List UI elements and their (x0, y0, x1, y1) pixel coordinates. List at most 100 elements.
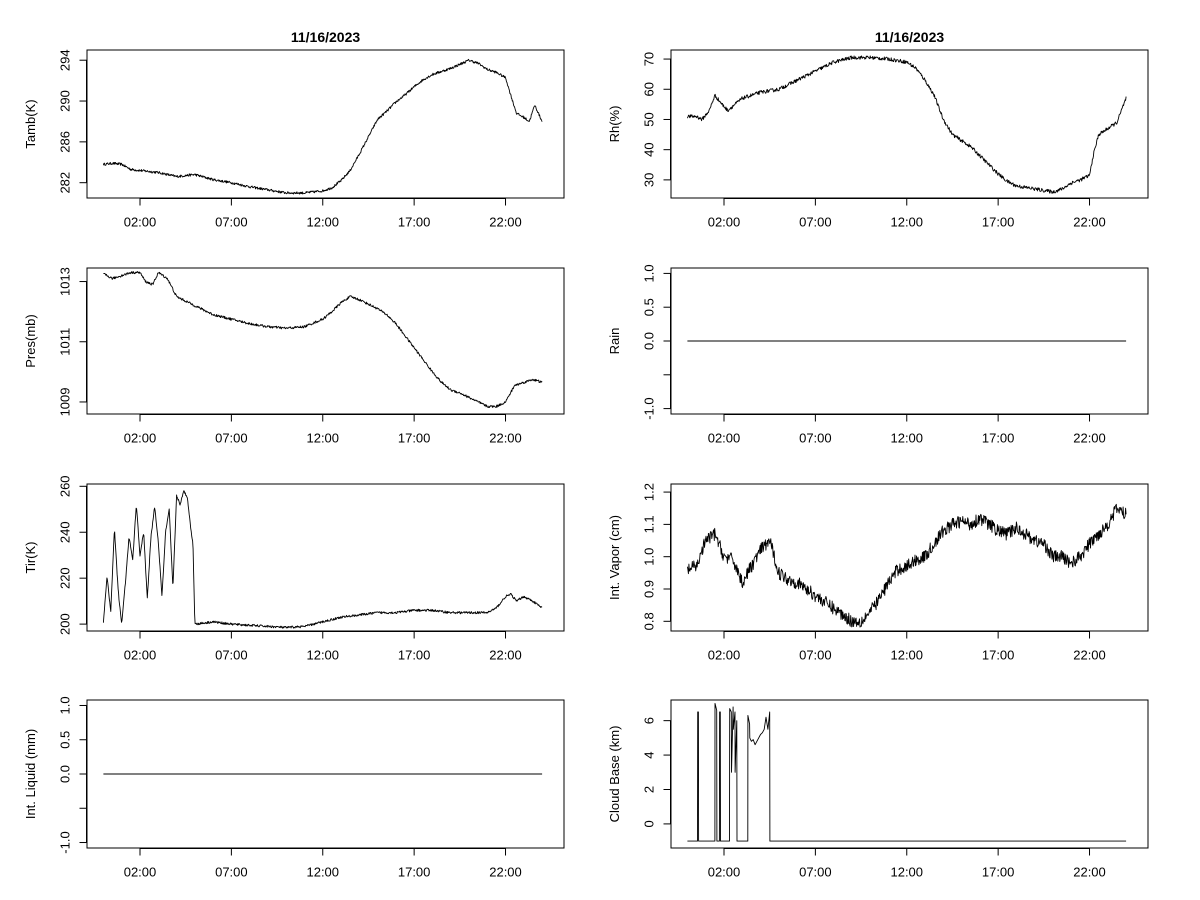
series-line (103, 270, 543, 408)
y-tick-label: 1013 (58, 267, 73, 296)
panel-rh: 11/16/2023 30 40 50 60 70 02:00 07:00 12:00 17:00… (607, 29, 1149, 230)
y-tick-label: 60 (642, 82, 657, 96)
x-tick-label: 07:00 (799, 215, 832, 230)
plot-frame (670, 699, 1149, 849)
series-line (686, 55, 1127, 194)
series-line (687, 702, 1127, 842)
y-axis-label: Rh(%) (607, 106, 622, 143)
x-tick-label: 12:00 (306, 215, 339, 230)
y-tick-label: -1.0 (58, 831, 73, 853)
y-tick-label: 286 (58, 131, 73, 153)
x-tick-label: 02:00 (708, 215, 741, 230)
y-tick-label: 1.0 (642, 548, 657, 566)
x-tick-label: 17:00 (398, 431, 431, 446)
y-tick-label: 1.0 (58, 696, 73, 714)
x-tick-label: 12:00 (890, 865, 923, 880)
chart-title: 11/16/2023 (875, 29, 945, 45)
y-axis-label: Int. Liquid (mm) (23, 729, 38, 819)
x-tick-label: 07:00 (215, 215, 248, 230)
x-tick-label: 22:00 (1073, 215, 1106, 230)
y-tick-label: 0.0 (58, 765, 73, 783)
panel-rain: -1.0 0.0 0.5 1.0 02:00 07:00 12:00 17:00 22:00 Ra… (607, 264, 1149, 446)
x-tick-label: 12:00 (890, 215, 923, 230)
x-tick-label: 22:00 (1073, 648, 1106, 663)
y-tick-label: 1.2 (642, 483, 657, 501)
y-tick-label: 2 (642, 786, 657, 793)
x-tick-label: 22:00 (489, 865, 522, 880)
x-tick-label: 02:00 (124, 865, 157, 880)
x-tick-label: 02:00 (124, 431, 157, 446)
panel-liquid: -1.0 0.0 0.5 1.0 02:00 07:00 12:00 17:00 22:00 In… (23, 696, 565, 880)
y-tick-label: 1011 (58, 328, 73, 356)
x-tick-label: 17:00 (982, 648, 1015, 663)
y-tick-label: 0 (642, 820, 657, 827)
y-axis-label: Tir(K) (23, 541, 38, 573)
y-tick-label: 260 (58, 475, 73, 497)
y-tick-label: 290 (58, 90, 73, 112)
panel-tir: 200 220 240 260 02:00 07:00 12:00 17:00 22:00 Tir… (23, 475, 565, 663)
y-tick-label: 282 (58, 172, 73, 194)
plot-frame (670, 49, 1149, 199)
y-tick-label: -1.0 (642, 397, 657, 419)
y-tick-label: 240 (58, 521, 73, 543)
series-line (102, 490, 543, 629)
x-tick-label: 12:00 (306, 648, 339, 663)
x-tick-label: 22:00 (489, 648, 522, 663)
x-tick-label: 07:00 (799, 431, 832, 446)
x-tick-label: 07:00 (215, 648, 248, 663)
y-tick-label: 0.5 (642, 298, 657, 316)
y-axis-label: Int. Vapor (cm) (607, 515, 622, 600)
x-tick-label: 02:00 (708, 865, 741, 880)
x-tick-label: 22:00 (1073, 431, 1106, 446)
y-tick-label: 0.0 (642, 332, 657, 350)
y-tick-label: 0.5 (58, 731, 73, 749)
series-line (102, 58, 543, 195)
plot-frame (86, 49, 565, 199)
y-tick-label: 294 (58, 49, 73, 71)
chart-title: 11/16/2023 (291, 29, 361, 45)
x-tick-label: 02:00 (124, 215, 157, 230)
x-tick-label: 07:00 (799, 648, 832, 663)
y-tick-label: 70 (642, 52, 657, 66)
x-tick-label: 07:00 (799, 865, 832, 880)
x-tick-label: 12:00 (890, 648, 923, 663)
series-line (686, 503, 1127, 628)
y-tick-label: 30 (642, 173, 657, 187)
plot-frame (86, 267, 565, 415)
panel-vapor: 0.8 0.9 1.0 1.1 1.2 02:00 07:00 12:00 17:00 22:00… (607, 483, 1149, 663)
x-tick-label: 17:00 (982, 865, 1015, 880)
x-tick-label: 07:00 (215, 865, 248, 880)
y-tick-label: 4 (642, 751, 657, 758)
y-tick-label: 0.9 (642, 580, 657, 598)
x-tick-label: 12:00 (306, 865, 339, 880)
y-tick-label: 1.0 (642, 264, 657, 282)
y-tick-label: 6 (642, 717, 657, 724)
y-axis-label: Pres(mb) (23, 314, 38, 367)
x-tick-label: 17:00 (982, 431, 1015, 446)
x-tick-label: 02:00 (124, 648, 157, 663)
panel-tamb: 11/16/2023 282 286 290 294 02:00 07:00 12:00 17:… (23, 29, 565, 230)
y-axis-label: Rain (607, 328, 622, 355)
y-tick-label: 200 (58, 613, 73, 635)
plot-frame (670, 483, 1149, 632)
y-tick-label: 50 (642, 112, 657, 126)
x-tick-label: 17:00 (398, 215, 431, 230)
panel-pres: 1009 1011 1013 02:00 07:00 12:00 17:00 22:00 Pre… (23, 267, 565, 446)
x-tick-label: 22:00 (489, 215, 522, 230)
x-tick-label: 07:00 (215, 431, 248, 446)
x-tick-label: 17:00 (398, 648, 431, 663)
x-tick-label: 22:00 (489, 431, 522, 446)
y-tick-label: 1.1 (642, 515, 657, 533)
x-tick-label: 12:00 (890, 431, 923, 446)
panel-cloud: 0 2 4 6 02:00 07:00 12:00 17:00 22:00 Cloud Base … (607, 699, 1149, 880)
y-tick-label: 0.8 (642, 612, 657, 630)
y-axis-label: Tamb(K) (23, 99, 38, 148)
x-tick-label: 17:00 (982, 215, 1015, 230)
y-tick-label: 1009 (58, 387, 73, 416)
x-tick-label: 12:00 (306, 431, 339, 446)
y-tick-label: 40 (642, 142, 657, 156)
y-axis-label: Cloud Base (km) (607, 726, 622, 823)
x-tick-label: 17:00 (398, 865, 431, 880)
y-tick-label: 220 (58, 567, 73, 589)
